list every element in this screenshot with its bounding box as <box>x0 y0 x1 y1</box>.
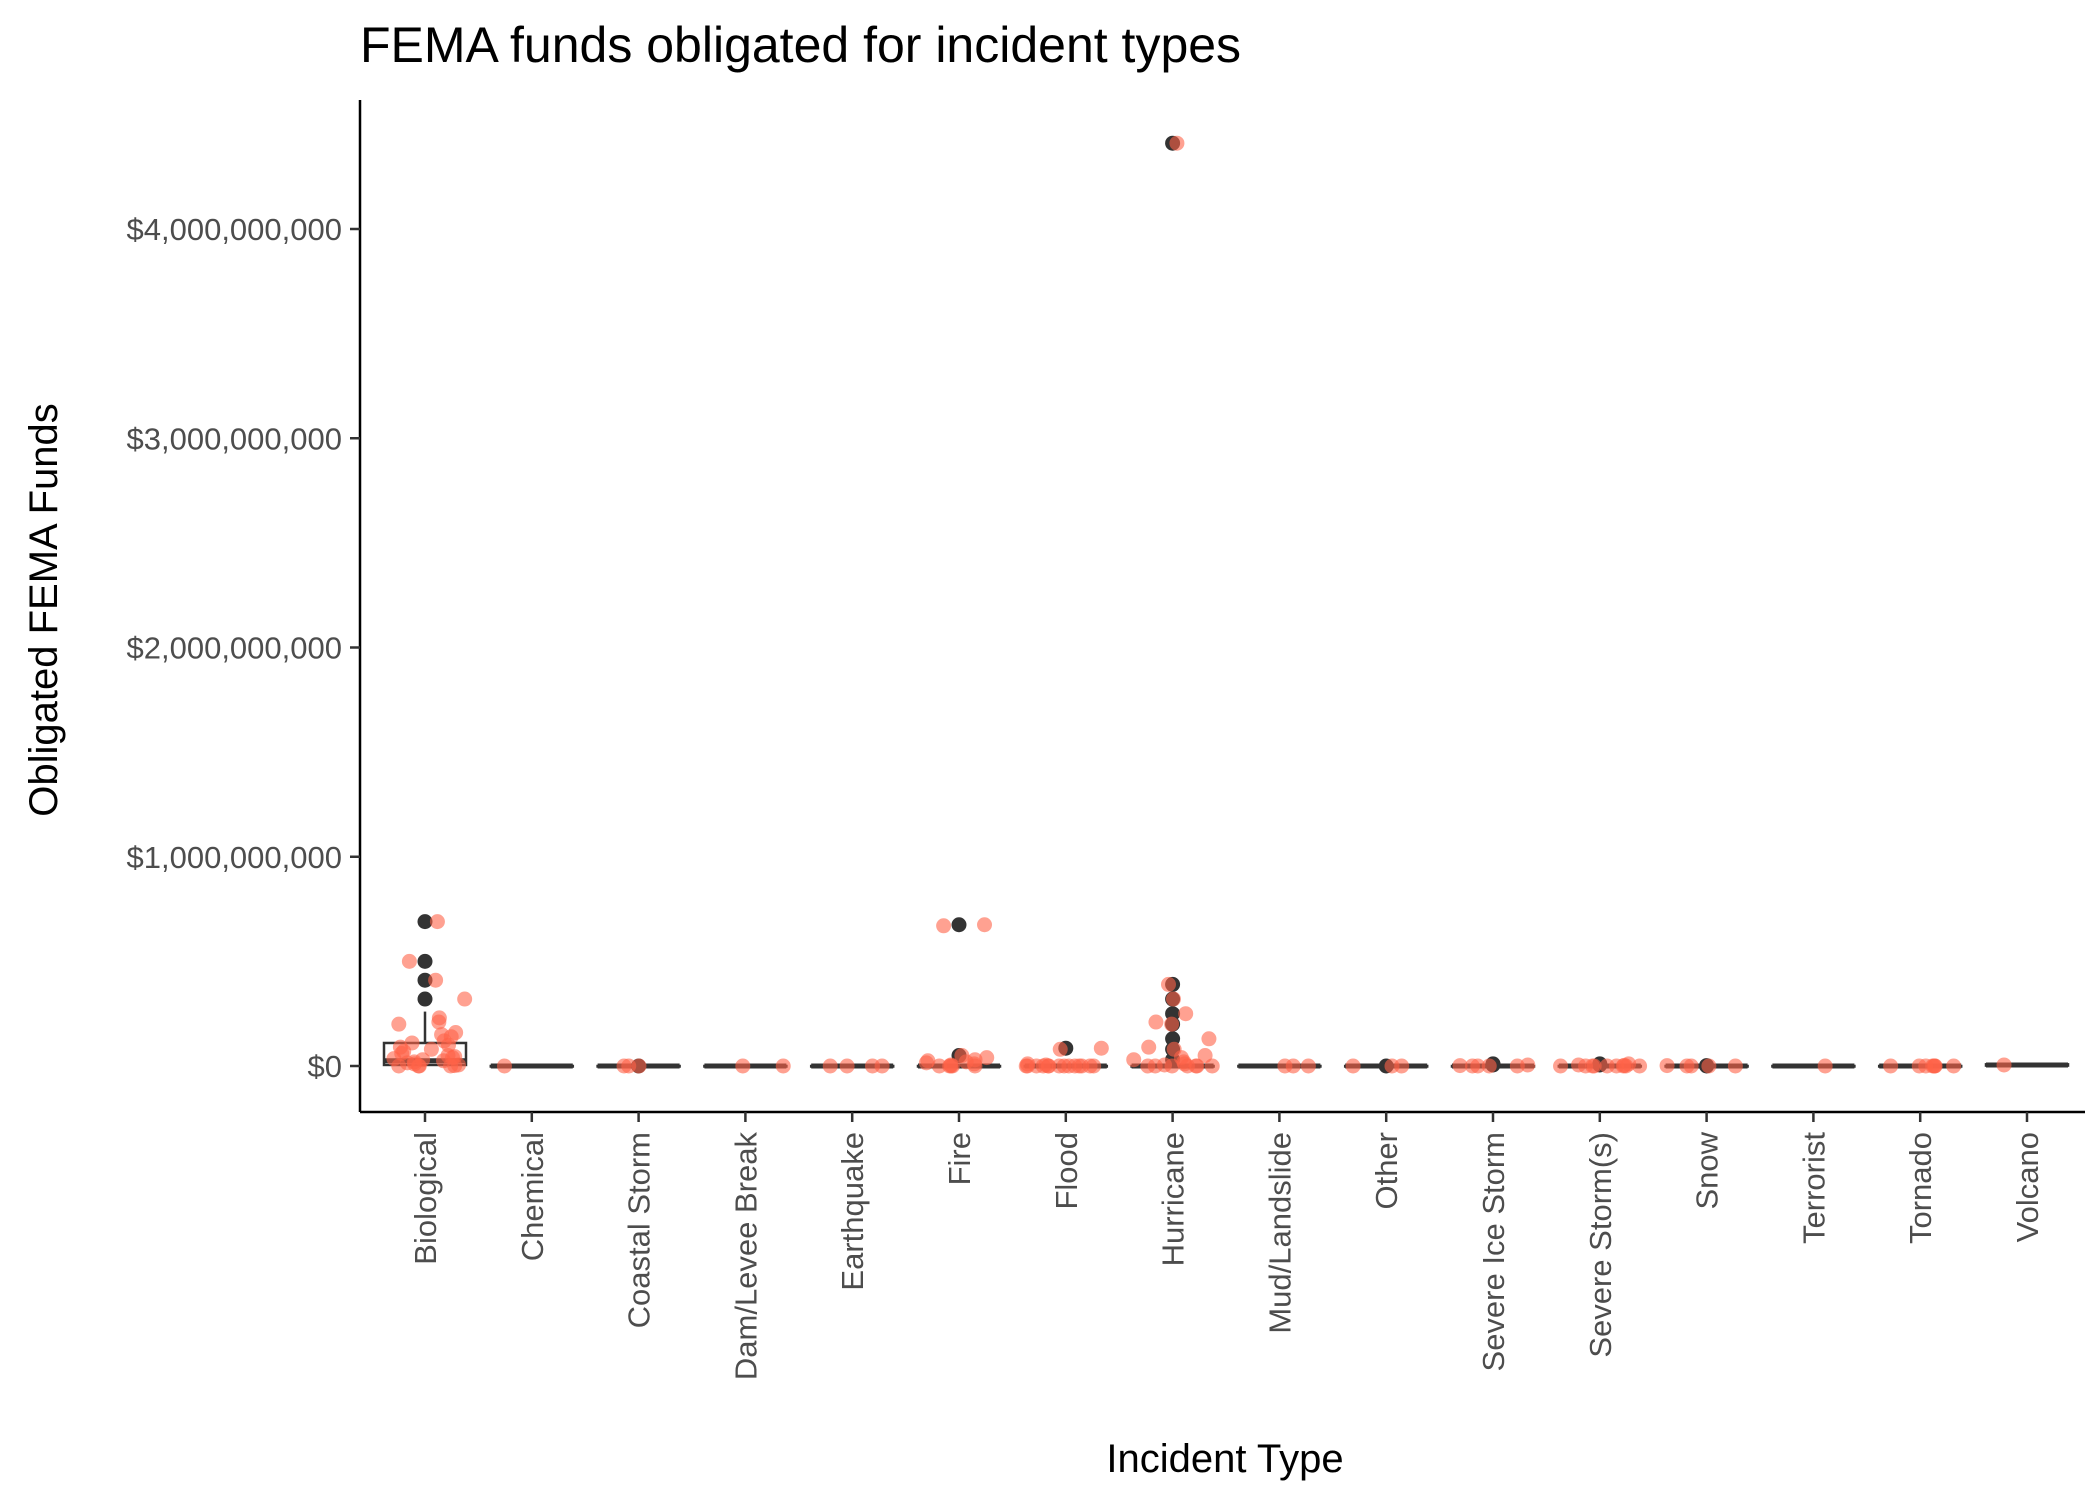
jitter-point <box>1285 1058 1301 1074</box>
jitter-point <box>428 972 444 988</box>
x-tick-label: Chemical <box>515 1132 550 1261</box>
jitter-point <box>496 1058 512 1074</box>
jitter-point <box>1509 1058 1525 1074</box>
jitter-point <box>1679 1058 1695 1074</box>
jitter-point <box>401 953 417 969</box>
jitter-point <box>936 918 952 934</box>
x-tick-label: Terrorist <box>1796 1132 1831 1244</box>
y-tick-label: $3,000,000,000 <box>127 421 343 456</box>
jitter-point <box>443 1058 459 1074</box>
jitter-point <box>1074 1058 1090 1074</box>
jitter-point <box>1300 1058 1316 1074</box>
x-tick-label: Snow <box>1690 1131 1725 1209</box>
y-tick-label: $1,000,000,000 <box>127 840 343 875</box>
jitter-point <box>411 1058 427 1074</box>
jitter-point <box>431 1014 447 1030</box>
jitter-point <box>391 1058 407 1074</box>
jitter-point <box>1553 1058 1569 1074</box>
jitter-point <box>874 1058 890 1074</box>
jitter-point <box>1086 1058 1102 1074</box>
outlier-point <box>417 972 433 988</box>
jitter-point <box>457 991 473 1007</box>
x-tick-label: Earthquake <box>835 1132 870 1291</box>
jitter-point <box>1140 1058 1156 1074</box>
jitter-point <box>631 1058 647 1074</box>
jitter-point <box>1701 1058 1717 1074</box>
x-tick-label: Tornado <box>1903 1132 1938 1244</box>
jitter-point <box>423 1041 439 1057</box>
jitter-point <box>1093 1040 1109 1056</box>
jitter-point <box>1481 1058 1497 1074</box>
outlier-point <box>951 917 967 933</box>
jitter-point <box>1394 1058 1410 1074</box>
x-tick-label: Dam/Levee Break <box>728 1132 763 1381</box>
axes: $0 $1,000,000,000 $2,000,000,000 $3,000,000… <box>127 100 2085 1381</box>
jitter-point <box>1578 1058 1594 1074</box>
jitter-point <box>967 1058 983 1074</box>
jitter-point <box>1883 1058 1899 1074</box>
jitter-point <box>1164 1016 1180 1032</box>
jitter-point <box>1148 1014 1164 1030</box>
x-tick-label: Mud/Landslide <box>1262 1132 1297 1334</box>
jitter-point <box>1165 991 1181 1007</box>
jitter-point <box>1946 1058 1962 1074</box>
box-14 <box>1771 1063 1856 1069</box>
x-tick-label: Fire <box>942 1132 977 1185</box>
jitter-point <box>918 1055 934 1071</box>
jitter-point <box>1201 1031 1217 1047</box>
jitter-point <box>1169 135 1185 151</box>
jitter-point <box>1197 1048 1213 1064</box>
jitter-point <box>822 1058 838 1074</box>
x-axis-title: Incident Type <box>1106 1437 1343 1481</box>
jitter-point <box>1817 1058 1833 1074</box>
jitter-point <box>1452 1058 1468 1074</box>
jitter-point <box>1918 1058 1934 1074</box>
jitter-point <box>775 1058 791 1074</box>
jitter-point <box>1035 1058 1051 1074</box>
plot-area <box>382 135 2070 1074</box>
jitter-point <box>931 1058 947 1074</box>
jitter-point <box>1052 1041 1068 1057</box>
outlier-point <box>417 914 433 930</box>
y-tick-label: $2,000,000,000 <box>127 631 343 666</box>
jitter-point <box>977 917 993 933</box>
jitter-point <box>944 1058 960 1074</box>
jitter-point <box>1126 1052 1142 1068</box>
y-axis-title: Obligated FEMA Funds <box>22 403 66 817</box>
jitter-point <box>979 1050 995 1066</box>
jitter-point <box>1164 1058 1180 1074</box>
x-tick-label: Coastal Storm <box>622 1132 657 1328</box>
jitter-point <box>1659 1058 1675 1074</box>
jitter-point <box>1204 1058 1220 1074</box>
x-tick-label: Biological <box>408 1132 443 1265</box>
x-tick-label: Hurricane <box>1156 1132 1191 1266</box>
jitter-point <box>1141 1039 1157 1055</box>
chart-title: FEMA funds obligated for incident types <box>360 17 1241 73</box>
outlier-point <box>417 953 433 969</box>
x-tick-label: Flood <box>1049 1132 1084 1210</box>
jitter-point <box>1470 1058 1486 1074</box>
jitter-point <box>1615 1058 1631 1074</box>
x-tick-label: Severe Storm(s) <box>1583 1132 1618 1358</box>
x-tick-label: Other <box>1369 1132 1404 1210</box>
jitter-point <box>1160 976 1176 992</box>
jitter-point <box>429 914 445 930</box>
jitter-point <box>1632 1058 1648 1074</box>
jitter-point <box>1188 1058 1204 1074</box>
jitter-point <box>1996 1057 2012 1073</box>
jitter-point <box>1178 1006 1194 1022</box>
jitter-point <box>1599 1058 1615 1074</box>
x-tick-label: Severe Ice Storm <box>1476 1132 1511 1371</box>
jitter-point <box>735 1058 751 1074</box>
y-tick-label: $4,000,000,000 <box>127 212 343 247</box>
y-tick-label: $0 <box>308 1049 342 1084</box>
outlier-point <box>417 991 433 1007</box>
x-tick-label: Volcano <box>2010 1132 2045 1242</box>
jitter-point <box>839 1058 855 1074</box>
jitter-point <box>1345 1058 1361 1074</box>
jitter-point <box>391 1016 407 1032</box>
jitter-point <box>1019 1058 1035 1074</box>
jitter-point <box>1727 1058 1743 1074</box>
